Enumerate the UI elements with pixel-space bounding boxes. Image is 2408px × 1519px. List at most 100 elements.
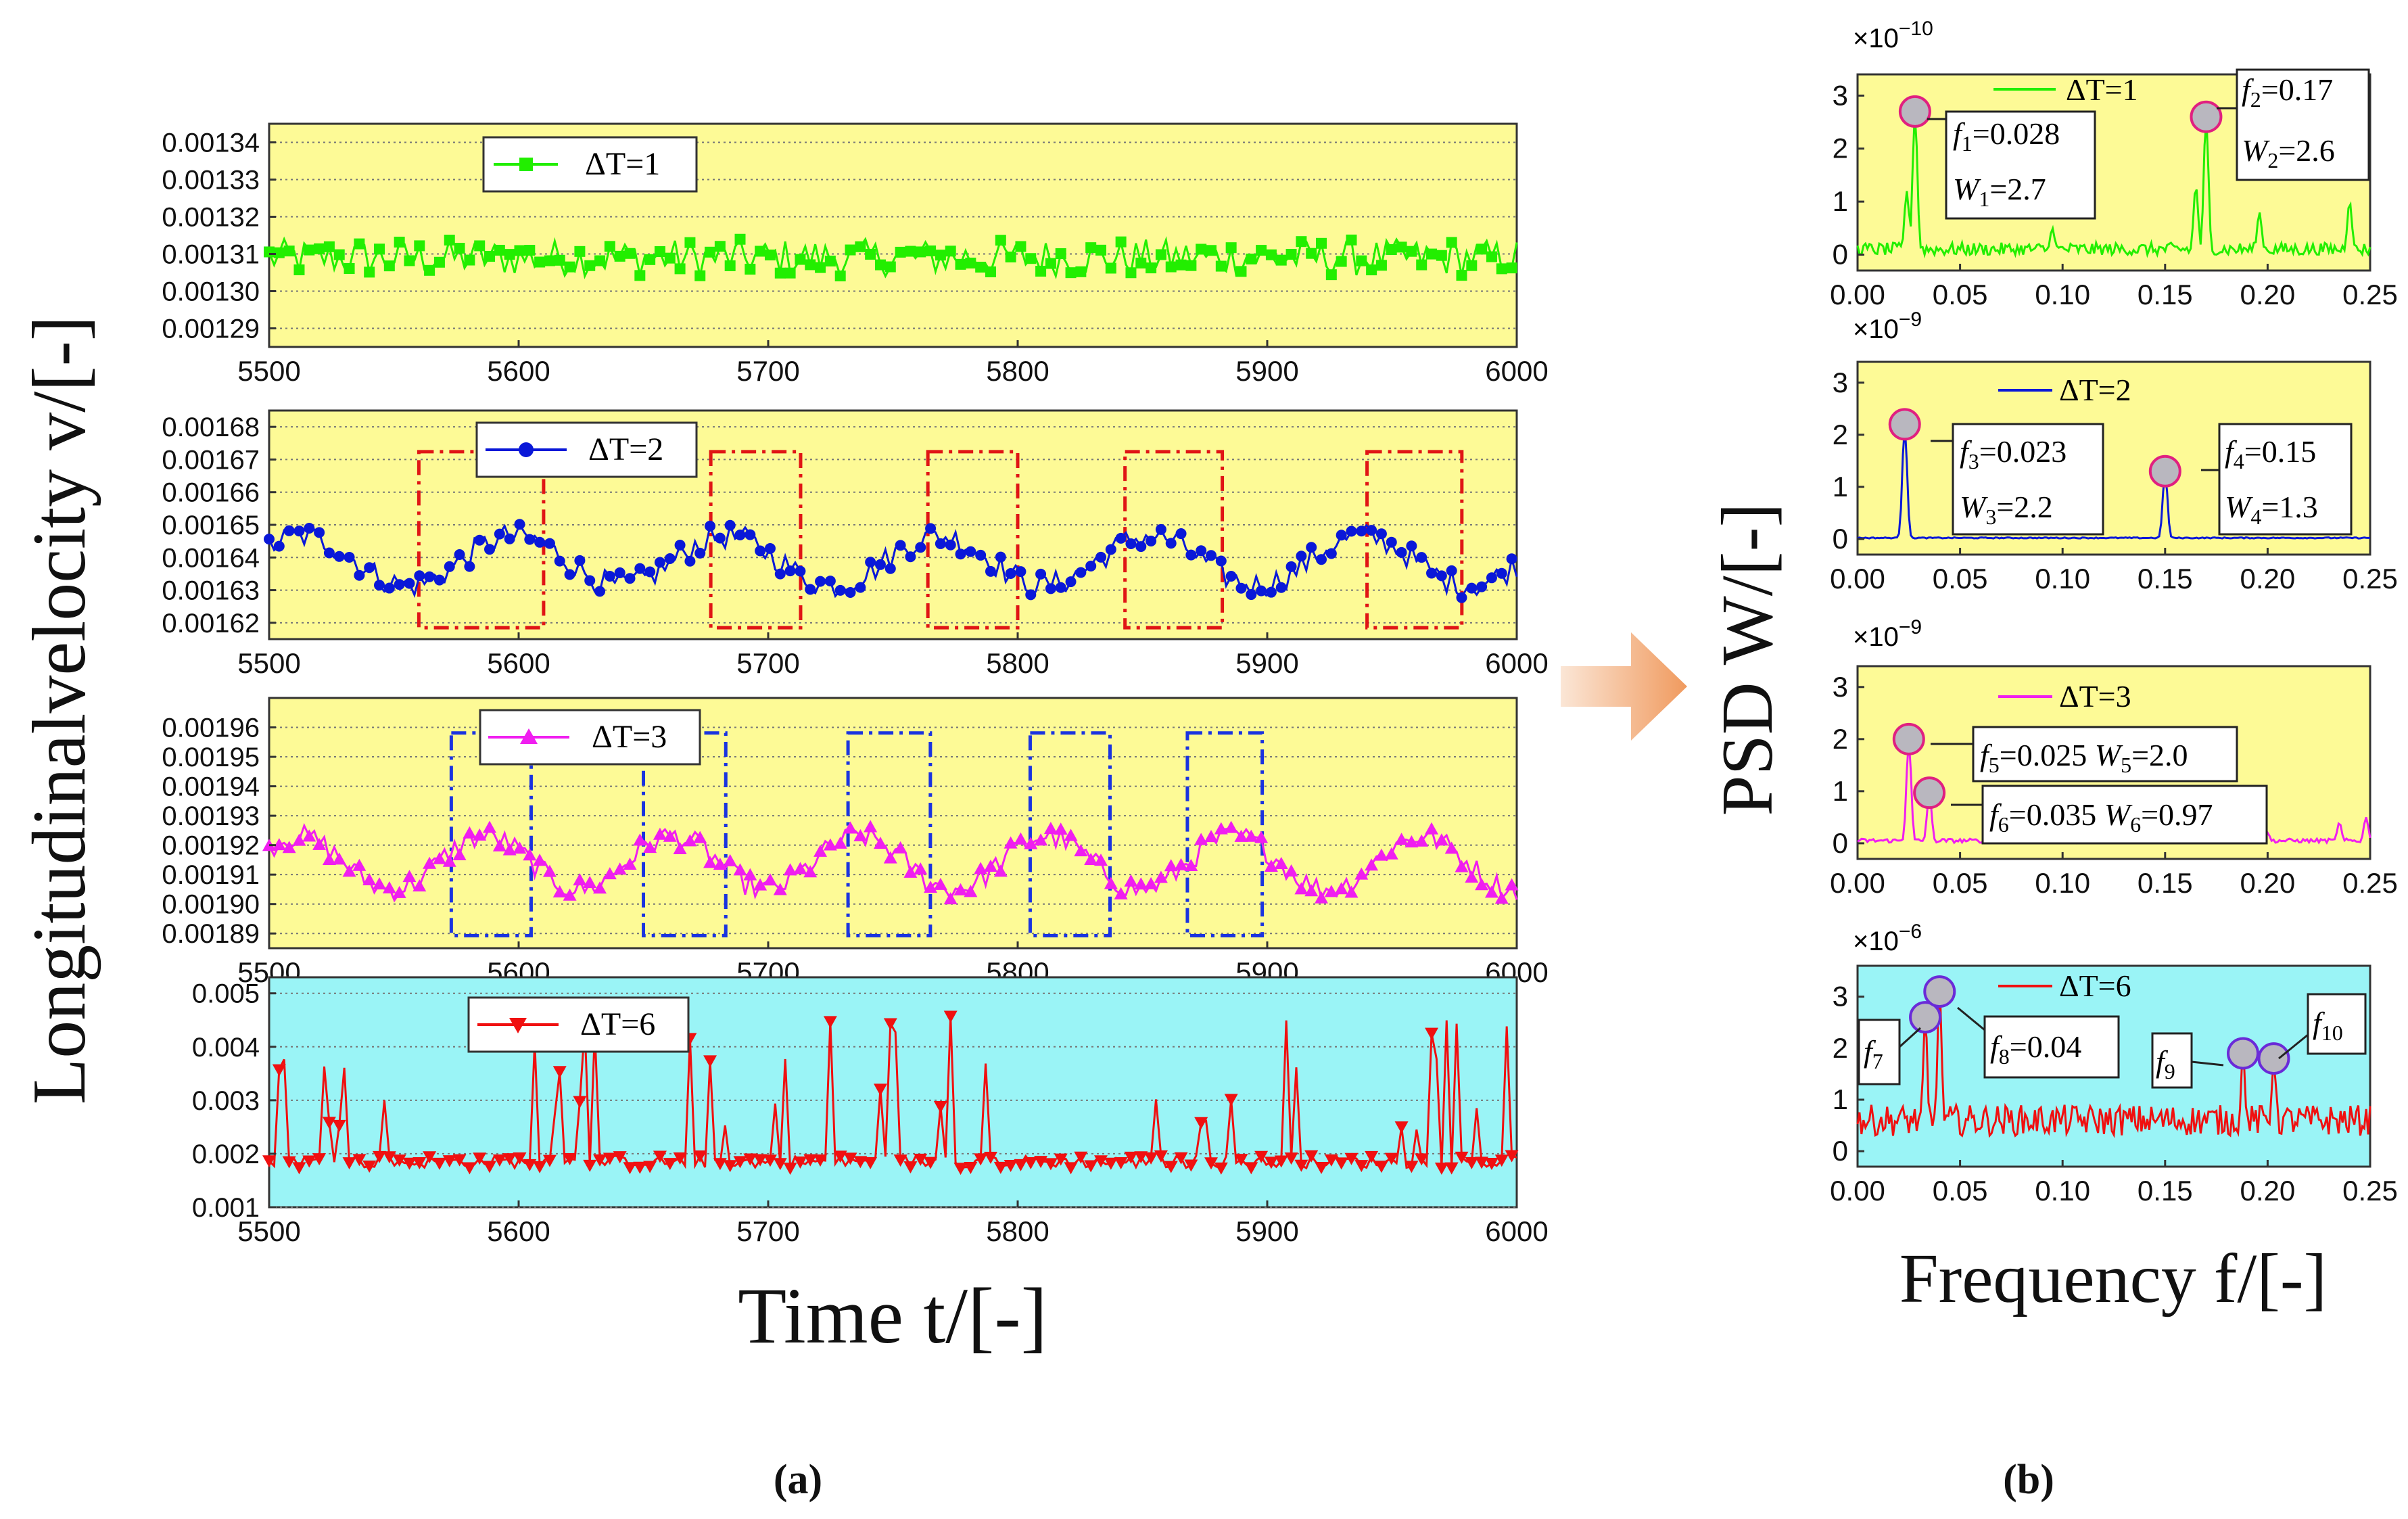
- data-point: [312, 837, 327, 850]
- y-axis-ticks: 0 1 2 3: [1833, 981, 1864, 1167]
- data-point: [773, 1158, 787, 1171]
- data-point: [833, 836, 847, 849]
- data-point: [753, 1154, 768, 1167]
- data-point: [1264, 860, 1278, 872]
- data-point: [563, 888, 577, 901]
- data-point: [1244, 829, 1258, 842]
- data-point: [683, 834, 697, 847]
- x-tick-label: 0.00: [1830, 867, 1885, 899]
- data-point: [1254, 831, 1269, 843]
- data-point: [864, 1156, 878, 1169]
- data-point: [533, 1161, 547, 1173]
- data-point: [784, 565, 796, 577]
- data-point: [985, 565, 996, 577]
- peak-marker: [2257, 1042, 2290, 1075]
- data-point: [1185, 549, 1197, 561]
- data-point: [1415, 834, 1429, 847]
- data-point: [342, 1157, 356, 1170]
- data-point: [714, 241, 726, 252]
- data-point: [1354, 1160, 1369, 1173]
- data-point: [795, 565, 806, 577]
- data-point: [604, 241, 615, 252]
- data-point: [302, 829, 316, 842]
- data-point: [1155, 523, 1166, 535]
- data-point: [1206, 245, 1217, 256]
- data-point: [302, 1155, 316, 1168]
- gridlines: [269, 726, 1517, 935]
- data-point: [1476, 243, 1488, 255]
- data-point: [1045, 258, 1056, 269]
- series-line: [1856, 112, 2371, 259]
- data-point: [404, 255, 415, 266]
- data-point: [874, 259, 886, 271]
- data-point: [1365, 858, 1379, 871]
- data-point: [323, 547, 335, 559]
- psd-chart-dt1: 0 1 2 3 0.00 0.05 0.10 0.15 0.20 0.25 ×10−10 ΔT=…: [1830, 18, 2398, 310]
- data-point: [1425, 822, 1439, 835]
- plot-area: [268, 976, 1518, 1209]
- annotation-f5: f5=0.025 W5=2.0: [1931, 726, 2238, 782]
- annotation-f10: f10: [2278, 993, 2367, 1060]
- data-point: [733, 1156, 747, 1169]
- data-point: [623, 1162, 637, 1175]
- data-point: [945, 539, 956, 551]
- data-point: [1494, 1154, 1509, 1167]
- y-tick-label: 3: [1833, 79, 1848, 111]
- data-point: [755, 246, 766, 257]
- data-point: [805, 259, 816, 271]
- data-point: [502, 1153, 517, 1166]
- data-point: [1275, 254, 1287, 266]
- data-point: [705, 520, 716, 532]
- data-point: [283, 246, 295, 257]
- transition-arrow-icon: [1561, 632, 1687, 741]
- data-series: [264, 519, 1518, 603]
- data-point: [995, 235, 1006, 246]
- data-point: [583, 876, 597, 889]
- y-tick-label: 3: [1833, 981, 1848, 1012]
- data-point: [1426, 567, 1438, 579]
- data-point: [1075, 567, 1087, 578]
- data-point: [442, 854, 456, 867]
- data-point: [865, 248, 876, 260]
- y-tick-label: 2: [1833, 1032, 1848, 1064]
- data-point: [1094, 854, 1108, 866]
- data-point: [815, 576, 826, 587]
- data-point: [354, 238, 365, 250]
- data-point: [1356, 255, 1367, 266]
- data-point: [955, 548, 966, 560]
- x-axis-ticks: 5500 5600 5700 5800 5900 6000: [237, 340, 1549, 387]
- x-tick-label: 0.05: [1933, 1175, 1988, 1207]
- data-point: [332, 1119, 346, 1132]
- data-point: [1244, 1162, 1258, 1175]
- x-tick-label: 6000: [1485, 1215, 1548, 1247]
- x-tick-label: 5500: [237, 1215, 300, 1247]
- data-point: [925, 523, 937, 534]
- peak-marker: [2227, 1037, 2260, 1070]
- data-series: [1856, 1000, 2371, 1138]
- data-point: [513, 841, 527, 854]
- data-point: [694, 270, 706, 281]
- y-tick-label: 0.00189: [162, 919, 260, 949]
- data-point: [935, 538, 946, 549]
- y-tick-label: 0.004: [192, 1033, 260, 1062]
- data-point: [1005, 252, 1016, 263]
- data-point: [1235, 582, 1247, 594]
- data-point: [673, 841, 687, 854]
- data-point: [753, 878, 768, 891]
- y-tick-label: 0.00194: [162, 772, 260, 802]
- data-point: [1256, 585, 1267, 597]
- peak-marker: [2148, 454, 2181, 488]
- data-point: [1394, 833, 1409, 845]
- data-point: [664, 252, 676, 264]
- data-point: [1055, 582, 1066, 593]
- data-point: [905, 246, 916, 257]
- data-point: [723, 1160, 737, 1173]
- y-tick-label: 0: [1833, 827, 1848, 859]
- data-point: [273, 540, 285, 552]
- y-axis-ticks: 0.001 0.002 0.003 0.004 0.005: [192, 979, 276, 1223]
- data-point: [1164, 1161, 1178, 1173]
- data-point: [1496, 263, 1507, 275]
- data-point: [1374, 1161, 1388, 1173]
- svg-text:W2=2.6: W2=2.6: [2242, 133, 2335, 172]
- data-point: [1494, 891, 1509, 904]
